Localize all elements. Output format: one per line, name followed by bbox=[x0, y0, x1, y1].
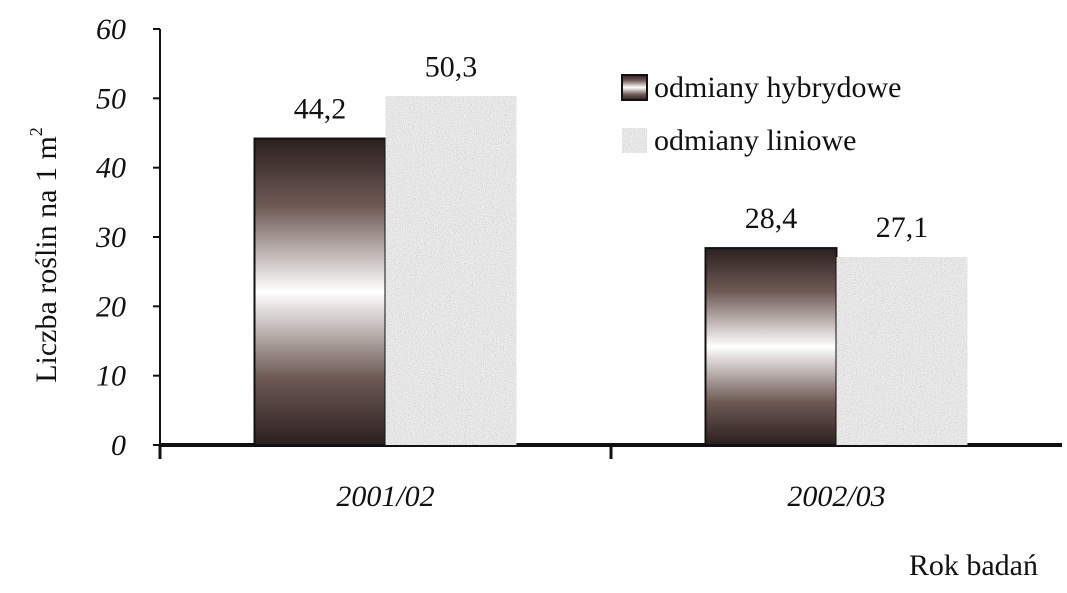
y-axis-title: Liczba roślin na 1 m2 bbox=[26, 127, 63, 383]
y-tick-label: 60 bbox=[96, 13, 126, 46]
bars bbox=[253, 95, 969, 447]
legend-label-linear: odmiany liniowe bbox=[654, 124, 856, 157]
data-label: 27,1 bbox=[876, 211, 929, 244]
legend-swatch-linear bbox=[621, 127, 648, 154]
bar-linear-2002/03 bbox=[835, 256, 969, 446]
x-axis-title: Rok badań bbox=[909, 549, 1038, 582]
x-axis: 2001/02 2002/03 bbox=[158, 443, 1062, 513]
data-label: 28,4 bbox=[745, 202, 798, 235]
bar-linear-2001/02 bbox=[384, 95, 518, 447]
y-tick-label: 50 bbox=[96, 82, 126, 115]
legend: odmiany hybrydowe odmiany liniowe bbox=[621, 71, 901, 157]
x-category-label: 2001/02 bbox=[336, 480, 434, 513]
bar-hybrid-2001/02 bbox=[253, 137, 387, 446]
legend-swatch-hybrid bbox=[621, 74, 648, 101]
y-tick-label: 10 bbox=[96, 360, 126, 393]
data-label: 50,3 bbox=[425, 50, 478, 83]
y-tick-label: 0 bbox=[111, 429, 126, 462]
data-labels: 44,2 50,3 28,4 27,1 bbox=[294, 50, 929, 244]
x-category-label: 2002/03 bbox=[787, 480, 885, 513]
bar-hybrid-2002/03 bbox=[704, 247, 838, 446]
y-tick-label: 20 bbox=[96, 290, 126, 323]
y-tick-label: 30 bbox=[95, 221, 126, 254]
legend-label-hybrid: odmiany hybrydowe bbox=[654, 71, 901, 104]
y-axis-ticks: 0 10 20 30 40 50 60 bbox=[95, 13, 161, 462]
data-label: 44,2 bbox=[294, 93, 347, 126]
y-tick-label: 40 bbox=[96, 152, 126, 185]
